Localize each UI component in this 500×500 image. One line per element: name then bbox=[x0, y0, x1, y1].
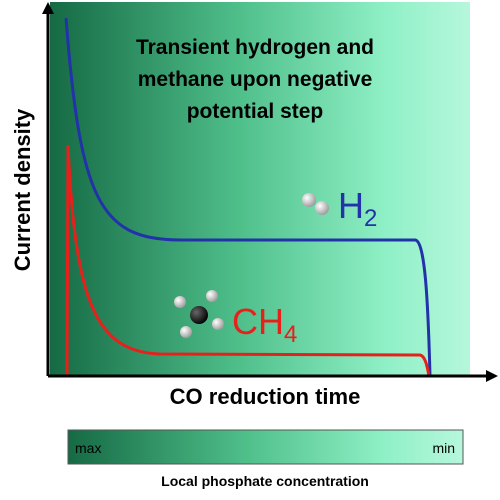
y-arrow bbox=[42, 2, 54, 14]
colorbar-min: min bbox=[432, 440, 455, 456]
ch4-curve bbox=[65, 144, 431, 377]
ch4-label: CH4 bbox=[232, 301, 297, 348]
colorbar bbox=[67, 429, 464, 465]
h2-label: H2 bbox=[338, 185, 377, 232]
x-axis-label: CO reduction time bbox=[170, 384, 361, 409]
x-arrow bbox=[486, 370, 498, 382]
h2-curve bbox=[64, 17, 432, 377]
background-gradient bbox=[50, 2, 470, 376]
title-line: methane upon negative bbox=[138, 68, 373, 91]
ch4-molecule bbox=[174, 290, 224, 338]
colorbar-max: max bbox=[75, 440, 101, 456]
title-line: Transient hydrogen and bbox=[136, 36, 374, 59]
h2-sub: 2 bbox=[364, 205, 377, 232]
title-line: potential step bbox=[187, 100, 324, 123]
h2-molecule bbox=[302, 193, 329, 215]
ch4-base: CH bbox=[232, 301, 284, 342]
y-axis-label: Current density bbox=[10, 108, 35, 271]
colorbar-caption: Local phosphate concentration bbox=[161, 473, 369, 489]
ch4-sub: 4 bbox=[284, 321, 297, 348]
h2-base: H bbox=[338, 185, 364, 226]
